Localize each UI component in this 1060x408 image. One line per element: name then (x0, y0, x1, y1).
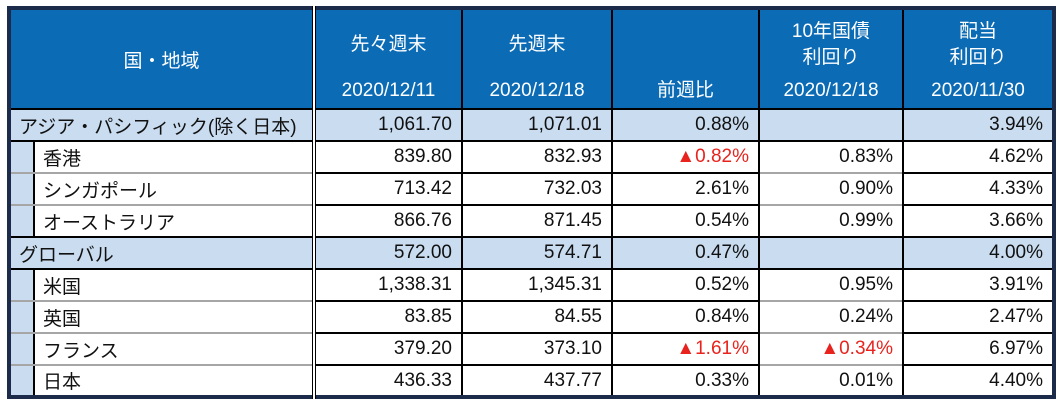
header-col-10y-bond-yield: 10年国債 利回り 2020/12/18 (758, 8, 903, 110)
value-cell: 0.54% (611, 204, 759, 237)
header-col-date: 2020/11/30 (931, 80, 1025, 101)
table-row: シンガポール 713.42 732.03 2.61% 0.90% 4.33% (9, 172, 1054, 205)
header-col-label: 先週末 (508, 34, 566, 56)
value-cell: 866.76 (312, 204, 462, 237)
value-cell: ▲0.82% (611, 140, 759, 173)
value-cell: 0.84% (611, 300, 759, 333)
value-cell: 0.33% (611, 364, 759, 397)
value-cell: 84.55 (461, 300, 612, 333)
value-cell: 4.62% (902, 140, 1054, 173)
region-name: シンガポール (33, 175, 312, 204)
header-col-dividend-yield: 配当 利回り 2020/11/30 (902, 8, 1054, 110)
market-summary-table: 国・地域 先々週末 2020/12/11 先週末 (7, 6, 1056, 399)
header-col-date: 2020/12/18 (783, 80, 879, 101)
value-cell: 436.33 (312, 364, 462, 397)
header-col-label2: 利回り (949, 47, 1007, 68)
value-cell: 3.66% (902, 204, 1054, 237)
header-col-label2: 利回り (802, 47, 860, 68)
table-header: 国・地域 先々週末 2020/12/11 先週末 (9, 8, 1054, 110)
table-row: グローバル 572.00 574.71 0.47% 4.00% (9, 236, 1054, 270)
table-row: 香港 839.80 832.93 ▲0.82% 0.83% 4.62% (9, 140, 1054, 173)
value-cell: ▲0.34% (758, 332, 903, 365)
value-cell: 373.10 (461, 332, 612, 365)
region-name-cell: シンガポール (9, 172, 314, 205)
table-row: 英国 83.85 84.55 0.84% 0.24% 2.47% (9, 300, 1054, 333)
value-cell: 437.77 (461, 364, 612, 397)
value-cell: 4.33% (902, 172, 1054, 205)
region-name-cell: 香港 (9, 140, 314, 173)
table-row: 米国 1,338.31 1,345.31 0.52% 0.95% 3.91% (9, 268, 1054, 301)
value-cell: 6.97% (902, 332, 1054, 365)
region-name-cell: アジア・パシフィック(除く日本) (9, 108, 314, 142)
header-region-label: 国・地域 (123, 50, 200, 72)
table-row: 日本 436.33 437.77 0.33% 0.01% 4.40% (9, 364, 1054, 397)
value-cell: 574.71 (461, 236, 612, 270)
region-name: 米国 (33, 271, 312, 300)
value-cell: 0.99% (758, 204, 903, 237)
header-col-label: 先々週末 (350, 34, 427, 56)
header-col-date: 2020/12/11 (341, 80, 436, 101)
value-cell: 1,338.31 (312, 268, 462, 301)
value-cell: 871.45 (461, 204, 612, 237)
value-cell: 4.00% (902, 236, 1054, 270)
value-cell: 1,345.31 (461, 268, 612, 301)
value-cell: 3.94% (902, 108, 1054, 142)
value-cell: 0.24% (758, 300, 903, 333)
header-col-date: 2020/12/18 (489, 80, 585, 101)
region-name: 香港 (33, 143, 312, 172)
header-region: 国・地域 (9, 8, 314, 110)
region-name: 英国 (33, 303, 312, 332)
value-cell: 1,071.01 (461, 108, 612, 142)
region-name: 日本 (33, 367, 312, 395)
value-cell: 379.20 (312, 332, 462, 365)
table-row: アジア・パシフィック(除く日本) 1,061.70 1,071.01 0.88% 3.9… (9, 108, 1054, 142)
region-name: フランス (33, 335, 312, 364)
table-row: オーストラリア 866.76 871.45 0.54% 0.99% 3.66% (9, 204, 1054, 237)
region-name-cell: フランス (9, 332, 314, 365)
region-name: オーストラリア (33, 207, 312, 236)
header-row: 国・地域 先々週末 2020/12/11 先週末 (9, 8, 1054, 110)
value-cell: 3.91% (902, 268, 1054, 301)
value-cell: ▲1.61% (611, 332, 759, 365)
value-cell: 2.47% (902, 300, 1054, 333)
header-col-prev2-weekend: 先々週末 2020/12/11 (312, 8, 462, 110)
value-cell: 1,061.70 (312, 108, 462, 142)
header-col-date: 前週比 (656, 80, 714, 101)
value-cell: 0.01% (758, 364, 903, 397)
value-cell (758, 236, 903, 270)
region-name-cell: オーストラリア (9, 204, 314, 237)
value-cell: 732.03 (461, 172, 612, 205)
value-cell: 832.93 (461, 140, 612, 173)
value-cell: 0.95% (758, 268, 903, 301)
value-cell (758, 108, 903, 142)
header-col-label: 10年国債 (791, 21, 871, 43)
region-name-cell: 英国 (9, 300, 314, 333)
value-cell: 0.47% (611, 236, 759, 270)
value-cell: 0.52% (611, 268, 759, 301)
value-cell: 2.61% (611, 172, 759, 205)
value-cell: 839.80 (312, 140, 462, 173)
value-cell: 0.83% (758, 140, 903, 173)
header-col-prev-weekend: 先週末 2020/12/18 (461, 8, 612, 110)
table-body: アジア・パシフィック(除く日本) 1,061.70 1,071.01 0.88% 3.9… (9, 108, 1054, 397)
value-cell: 83.85 (312, 300, 462, 333)
header-col-wow-change: 前週比 (611, 8, 759, 110)
table-row: フランス 379.20 373.10 ▲1.61% ▲0.34% 6.97% (9, 332, 1054, 365)
region-name-cell: グローバル (9, 236, 314, 270)
region-name-cell: 日本 (9, 364, 314, 397)
value-cell: 0.88% (611, 108, 759, 142)
value-cell: 0.90% (758, 172, 903, 205)
value-cell: 572.00 (312, 236, 462, 270)
region-name-cell: 米国 (9, 268, 314, 301)
value-cell: 4.40% (902, 364, 1054, 397)
value-cell: 713.42 (312, 172, 462, 205)
header-col-label: 配当 (958, 21, 997, 43)
